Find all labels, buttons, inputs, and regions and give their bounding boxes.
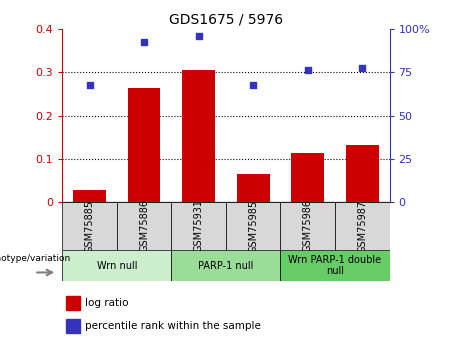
Bar [128,88,160,202]
Text: Wrn null: Wrn null [96,261,137,270]
Text: Wrn PARP-1 double
null: Wrn PARP-1 double null [289,255,382,276]
Text: GSM75885: GSM75885 [84,199,95,253]
Text: genotype/variation: genotype/variation [0,254,71,263]
Point [249,82,257,88]
Bar [226,202,280,250]
Point [304,68,311,73]
Text: PARP-1 null: PARP-1 null [198,261,254,270]
Bar [335,202,390,250]
Text: log ratio: log ratio [85,298,129,308]
Point [195,33,202,39]
Bar [171,250,280,281]
Bar [182,70,215,202]
Text: percentile rank within the sample: percentile rank within the sample [85,321,261,331]
Text: GSM75886: GSM75886 [139,199,149,253]
Bar [62,250,171,281]
Bar [280,250,390,281]
Bar [73,190,106,202]
Bar [65,296,80,310]
Bar [346,145,378,202]
Text: GSM75931: GSM75931 [194,199,204,253]
Bar [280,202,335,250]
Bar [291,153,324,202]
Bar [65,319,80,333]
Point [86,82,93,88]
Point [140,39,148,45]
Title: GDS1675 / 5976: GDS1675 / 5976 [169,13,283,27]
Text: GSM75987: GSM75987 [357,199,367,253]
Bar [62,202,117,250]
Bar [117,202,171,250]
Text: GSM75986: GSM75986 [303,199,313,253]
Point [359,66,366,71]
Text: GSM75985: GSM75985 [248,199,258,253]
Bar [171,202,226,250]
Bar [237,174,270,202]
